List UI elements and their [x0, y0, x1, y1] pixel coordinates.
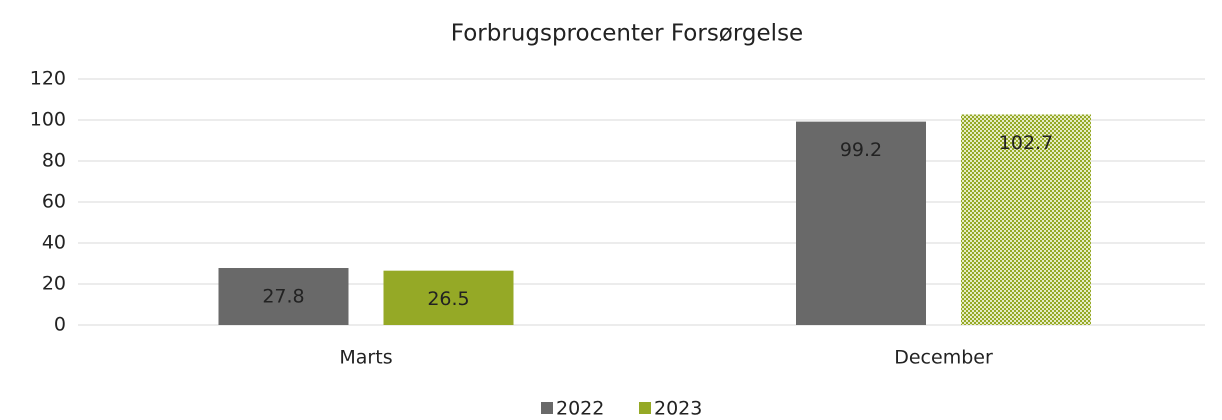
legend-label: 2022: [556, 398, 604, 420]
y-tick-label: 120: [30, 68, 66, 90]
data-label: 26.5: [427, 288, 469, 310]
bar: [796, 121, 926, 325]
data-label: 27.8: [262, 286, 304, 308]
y-tick-label: 40: [42, 232, 66, 254]
data-label: 102.7: [999, 132, 1053, 154]
y-tick-label: 60: [42, 191, 66, 213]
y-tick-label: 100: [30, 109, 66, 131]
y-tick-label: 0: [54, 314, 66, 336]
legend-swatch: [639, 402, 651, 414]
data-label: 99.2: [840, 139, 882, 161]
legend-label: 2023: [654, 398, 702, 420]
x-tick-label: December: [894, 347, 993, 369]
y-tick-label: 20: [42, 273, 66, 295]
legend-swatch: [541, 402, 553, 414]
chart-title: Forbrugsprocenter Forsørgelse: [451, 21, 803, 47]
y-tick-label: 80: [42, 150, 66, 172]
bar: [961, 114, 1091, 325]
bar: [218, 268, 349, 325]
x-tick-label: Marts: [339, 347, 392, 369]
bar: [383, 270, 514, 325]
